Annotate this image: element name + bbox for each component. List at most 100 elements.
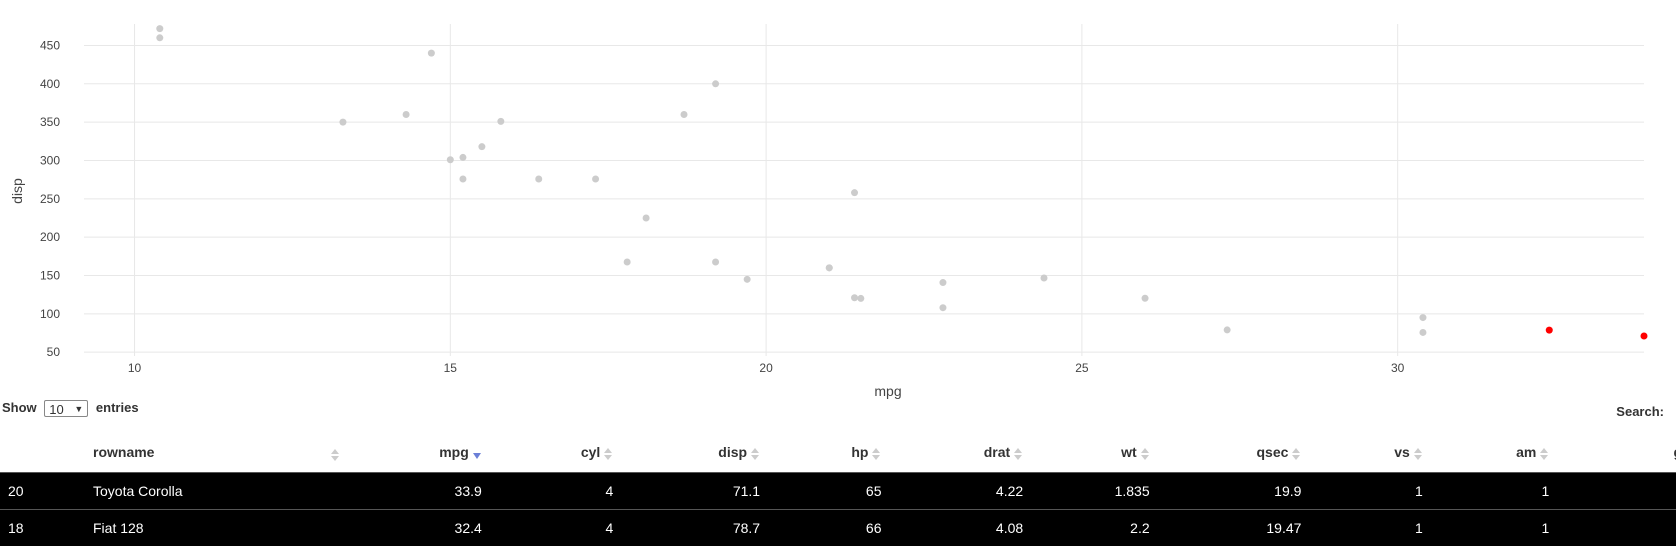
data-point[interactable] (427, 49, 435, 57)
length-control: Show 10 ▼ entries (2, 400, 139, 418)
data-point[interactable] (1223, 326, 1231, 334)
column-header-rowname[interactable]: rowname (85, 432, 348, 473)
column-header-cyl[interactable]: cyl (490, 432, 622, 473)
x-axis-title: mpg (874, 383, 901, 399)
highlighted-point[interactable] (1545, 326, 1553, 334)
y-axis-ticks: 50 100 150 200 250 300 350 400 450 (40, 38, 60, 359)
y-tick-label: 250 (40, 192, 60, 206)
column-header-qsec[interactable]: qsec (1158, 432, 1310, 473)
table-row[interactable]: 18 Fiat 128 32.4 4 78.7 66 4.08 2.2 19.47 1 1 (0, 509, 1676, 546)
cell-qsec: 19.47 (1157, 509, 1310, 546)
data-point[interactable] (1141, 294, 1149, 302)
search-label: Search: (1616, 404, 1664, 419)
chevron-down-icon: ▼ (74, 404, 84, 415)
sort-icon (751, 448, 760, 461)
data-table: rowname mpg cyl disp hp drat wt qsec vs am g 20Toy… (0, 432, 1676, 546)
y-tick-label: 350 (40, 115, 60, 129)
cell-mpg: 33.9 (348, 472, 490, 510)
column-header-vs[interactable]: vs (1309, 432, 1430, 473)
cell-am: 1 (1430, 509, 1558, 546)
column-header-label: rowname (93, 444, 155, 460)
entries-select-value: 10 (49, 402, 64, 418)
cell-cyl: 4 (489, 472, 622, 510)
data-point[interactable] (1040, 274, 1048, 282)
column-header-label: g (1673, 444, 1676, 460)
data-point[interactable] (339, 118, 347, 126)
y-tick-label: 400 (40, 77, 60, 91)
y-tick-label: 200 (40, 230, 60, 244)
sort-icon (872, 448, 881, 461)
cell-vs: 1 (1309, 509, 1431, 546)
show-label: Show (2, 400, 37, 415)
data-point[interactable] (156, 25, 164, 33)
data-point[interactable] (497, 117, 505, 125)
entries-select[interactable]: 10 ▼ (44, 400, 89, 418)
x-tick-label: 30 (1391, 361, 1405, 375)
data-point[interactable] (851, 294, 859, 302)
column-header-label: cyl (580, 443, 601, 460)
data-point[interactable] (680, 110, 688, 118)
cell-am: 1 (1430, 472, 1558, 510)
sort-icon (604, 448, 613, 461)
cell-disp: 78.7 (621, 509, 769, 546)
data-point[interactable] (642, 214, 650, 222)
sort-icon (1540, 448, 1549, 461)
data-point[interactable] (459, 153, 467, 161)
data-point[interactable] (1419, 328, 1427, 336)
column-header-label: qsec (1256, 443, 1289, 460)
cell-mpg: 32.4 (348, 509, 490, 546)
sort-icon (331, 449, 340, 462)
cell-drat: 4.22 (889, 472, 1032, 510)
data-point[interactable] (743, 275, 751, 283)
cell-disp: 71.1 (621, 472, 769, 510)
data-point[interactable] (712, 80, 720, 88)
column-header-hp[interactable]: hp (768, 432, 889, 473)
y-tick-label: 450 (40, 38, 60, 52)
column-header-label: wt (1121, 443, 1137, 460)
scatter-plot[interactable]: 10 15 20 25 30 50 100 150 200 250 300 350 400 450 mp… (0, 0, 1676, 400)
cell-vs: 1 (1309, 472, 1431, 510)
data-point[interactable] (1419, 314, 1427, 322)
data-point[interactable] (478, 143, 486, 151)
data-point[interactable] (857, 294, 865, 302)
scatter-points[interactable] (156, 25, 1648, 340)
data-point[interactable] (592, 175, 600, 183)
column-header-label: mpg (439, 443, 469, 460)
cell-wt: 2.2 (1031, 509, 1158, 546)
data-point[interactable] (939, 279, 947, 287)
cell-g (1557, 509, 1676, 546)
column-header-label: drat (983, 443, 1011, 460)
cell-hp: 65 (768, 472, 890, 510)
column-header-drat[interactable]: drat (889, 432, 1031, 473)
data-point[interactable] (459, 175, 467, 183)
column-header-g[interactable]: g (1557, 432, 1676, 473)
column-header-wt[interactable]: wt (1031, 432, 1157, 473)
data-point[interactable] (851, 189, 859, 197)
cell-hp: 66 (768, 509, 890, 546)
column-header-am[interactable]: am (1431, 432, 1557, 473)
entries-label: entries (95, 400, 139, 415)
data-point[interactable] (939, 304, 947, 312)
column-header-mpg[interactable]: mpg (348, 432, 490, 473)
y-tick-label: 300 (40, 153, 60, 167)
column-header-label: vs (1394, 443, 1410, 460)
data-point[interactable] (535, 175, 543, 183)
data-point[interactable] (402, 110, 410, 118)
cell-drat: 4.08 (889, 509, 1032, 546)
y-tick-label: 100 (40, 307, 60, 321)
row-index: 20 (0, 472, 85, 510)
table-row[interactable]: 20 Toyota Corolla 33.9 4 71.1 65 4.22 1.835 19.9… (0, 472, 1676, 510)
column-header-label: disp (718, 443, 748, 460)
data-point[interactable] (712, 258, 720, 266)
cell-wt: 1.835 (1031, 472, 1158, 510)
sort-icon (1014, 448, 1023, 461)
data-point[interactable] (825, 264, 833, 272)
column-header-disp[interactable]: disp (621, 432, 768, 473)
search-control[interactable]: Search: (1616, 404, 1664, 419)
column-header-label: am (1516, 443, 1537, 460)
highlighted-point[interactable] (1640, 332, 1648, 340)
data-point[interactable] (156, 34, 164, 42)
data-point[interactable] (446, 156, 454, 164)
data-point[interactable] (623, 258, 631, 266)
cell-cyl: 4 (489, 509, 622, 546)
